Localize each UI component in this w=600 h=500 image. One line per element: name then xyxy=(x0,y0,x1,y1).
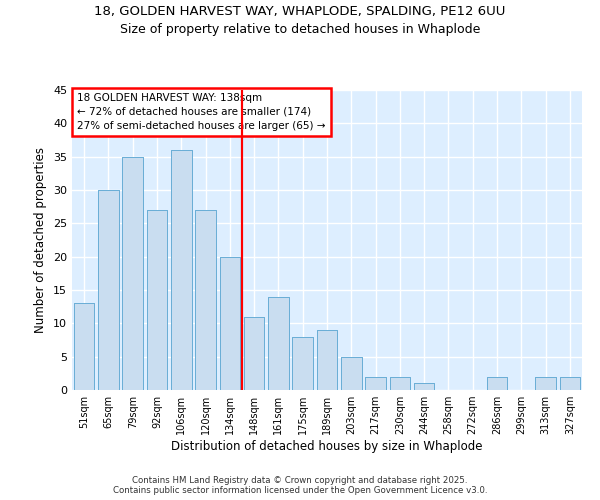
Bar xyxy=(414,384,434,390)
Bar xyxy=(341,356,362,390)
Bar xyxy=(365,376,386,390)
Bar xyxy=(220,256,240,390)
Bar xyxy=(74,304,94,390)
Bar xyxy=(292,336,313,390)
Bar xyxy=(98,190,119,390)
Text: 18 GOLDEN HARVEST WAY: 138sqm
← 72% of detached houses are smaller (174)
27% of : 18 GOLDEN HARVEST WAY: 138sqm ← 72% of d… xyxy=(77,93,326,131)
Bar xyxy=(414,384,434,390)
Bar xyxy=(146,210,167,390)
Bar xyxy=(220,256,240,390)
Bar xyxy=(244,316,265,390)
Bar xyxy=(98,190,119,390)
Bar xyxy=(535,376,556,390)
Y-axis label: Number of detached properties: Number of detached properties xyxy=(34,147,47,333)
Bar xyxy=(365,376,386,390)
Bar xyxy=(389,376,410,390)
Bar xyxy=(341,356,362,390)
Bar xyxy=(244,316,265,390)
Bar xyxy=(146,210,167,390)
Bar xyxy=(487,376,508,390)
Bar xyxy=(560,376,580,390)
Bar xyxy=(122,156,143,390)
Bar xyxy=(122,156,143,390)
Bar xyxy=(560,376,580,390)
Bar xyxy=(74,304,94,390)
Bar xyxy=(268,296,289,390)
Bar xyxy=(317,330,337,390)
Bar xyxy=(171,150,191,390)
Text: Size of property relative to detached houses in Whaplode: Size of property relative to detached ho… xyxy=(120,22,480,36)
Bar xyxy=(195,210,216,390)
Text: 18, GOLDEN HARVEST WAY, WHAPLODE, SPALDING, PE12 6UU: 18, GOLDEN HARVEST WAY, WHAPLODE, SPALDI… xyxy=(94,5,506,18)
Bar xyxy=(268,296,289,390)
Bar xyxy=(317,330,337,390)
X-axis label: Distribution of detached houses by size in Whaplode: Distribution of detached houses by size … xyxy=(171,440,483,453)
Bar xyxy=(195,210,216,390)
Bar xyxy=(389,376,410,390)
Bar xyxy=(292,336,313,390)
Bar xyxy=(487,376,508,390)
Text: Contains HM Land Registry data © Crown copyright and database right 2025.
Contai: Contains HM Land Registry data © Crown c… xyxy=(113,476,487,495)
Bar xyxy=(171,150,191,390)
Bar xyxy=(535,376,556,390)
